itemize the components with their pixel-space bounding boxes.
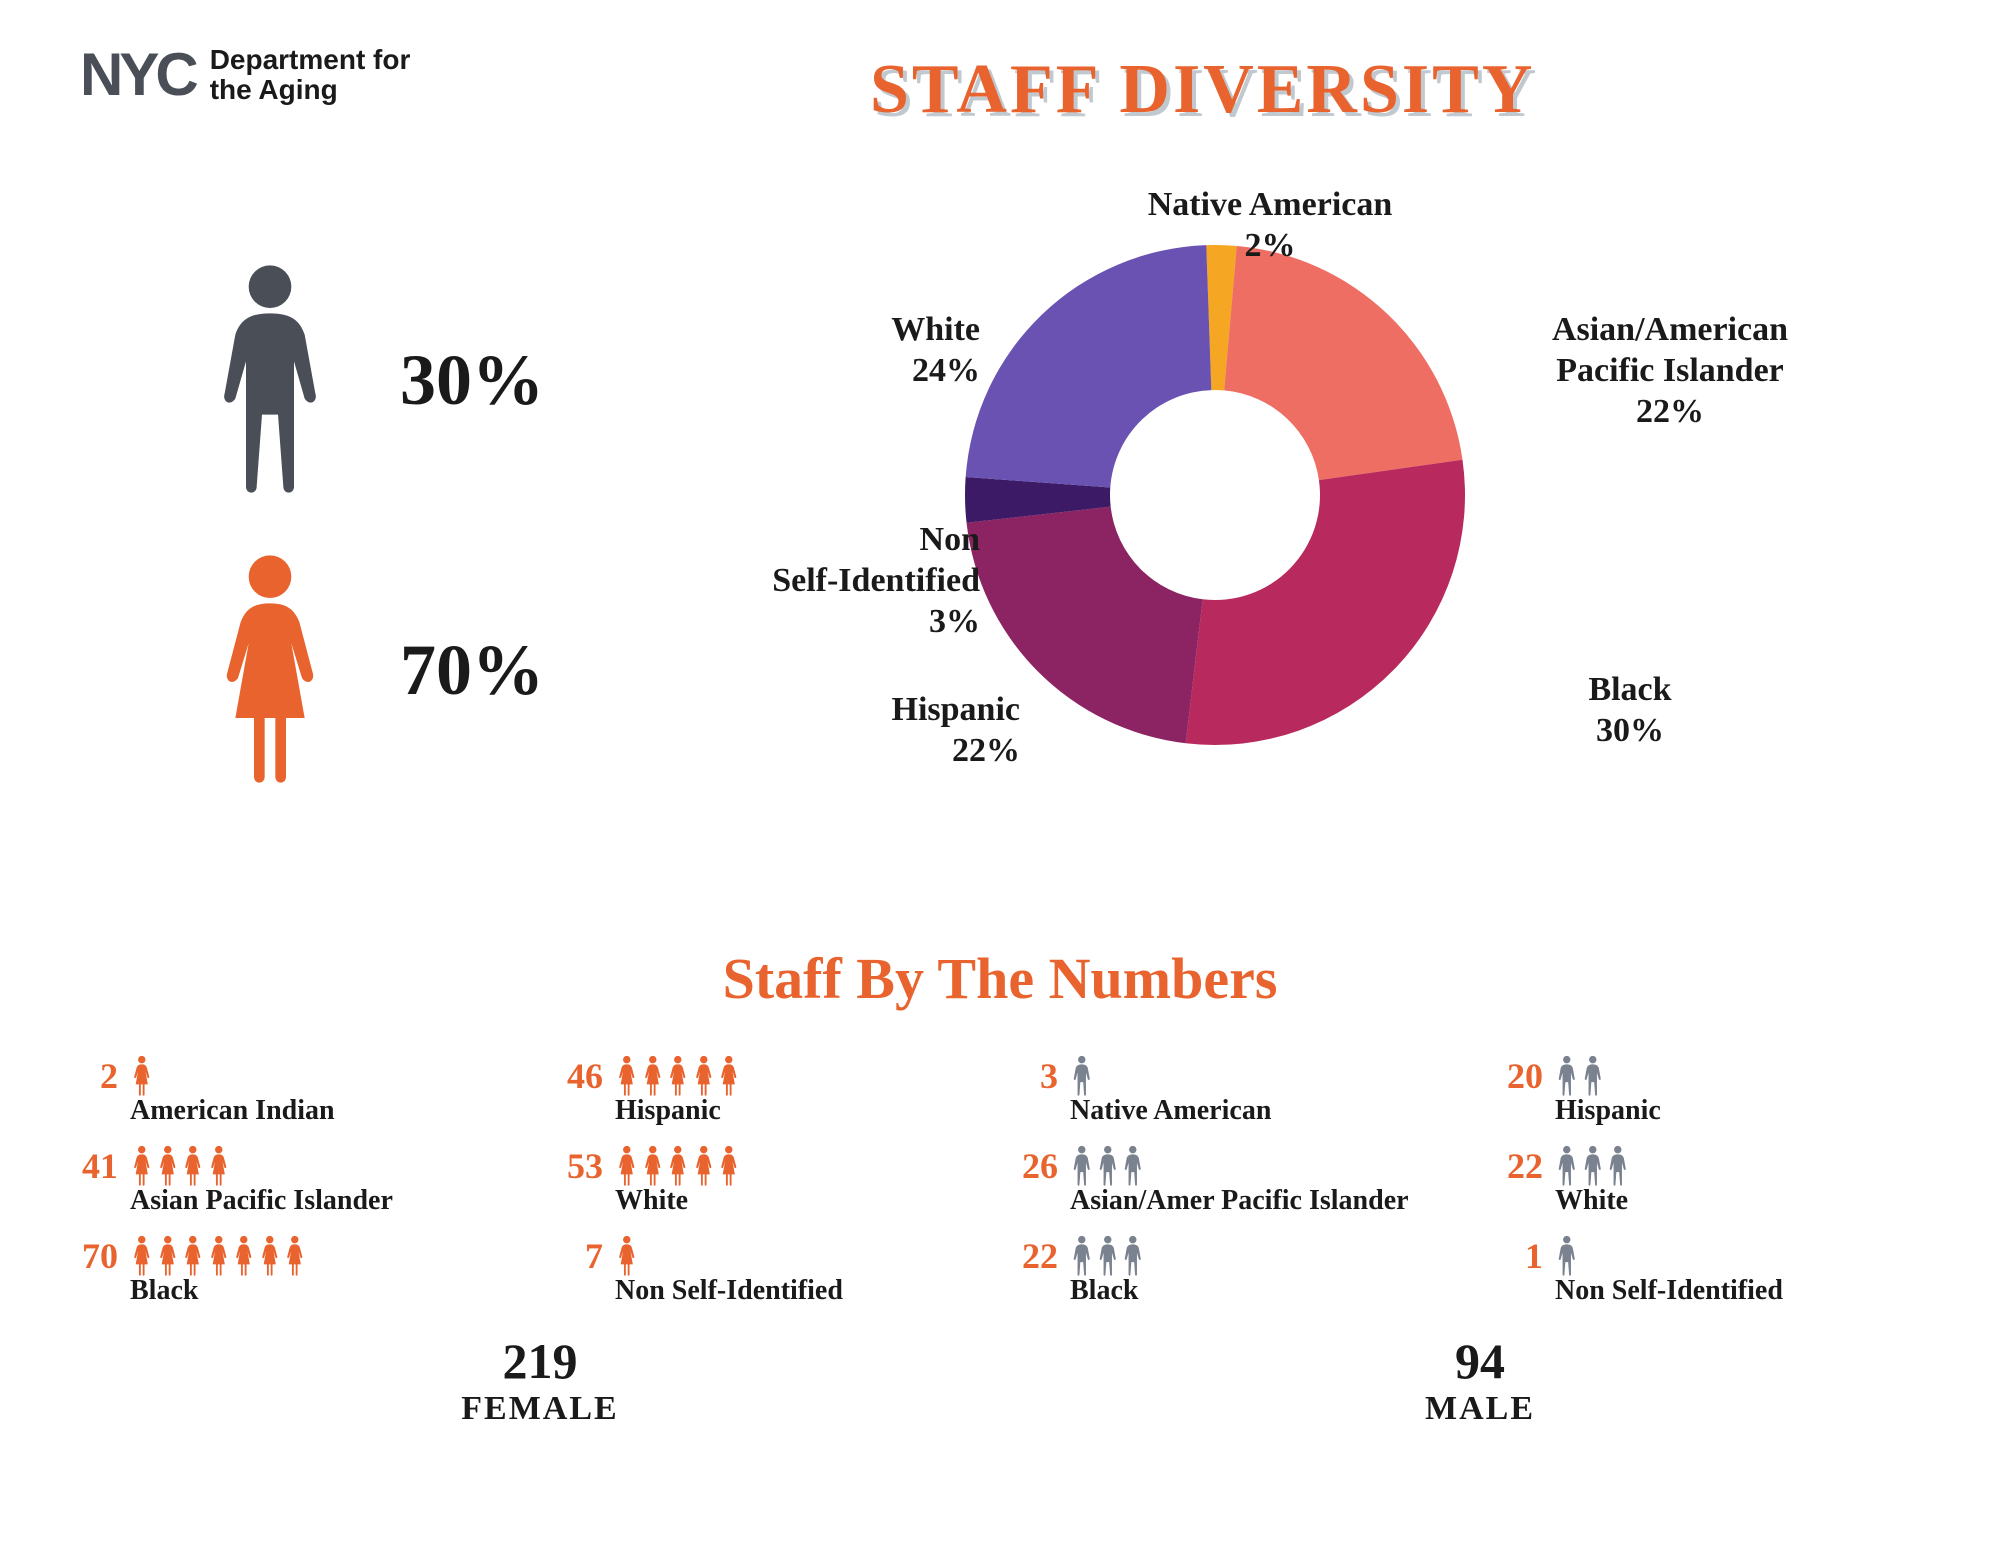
stat-label: Hispanic bbox=[1555, 1095, 1661, 1127]
stat-body: White bbox=[1555, 1145, 1630, 1217]
stat-row: 2 American Indian bbox=[70, 1055, 525, 1127]
gender-summary: 30% 70% bbox=[200, 260, 544, 840]
stat-icons bbox=[1555, 1055, 1661, 1097]
stat-icons bbox=[130, 1145, 393, 1187]
nyc-logo: NYC bbox=[80, 40, 195, 109]
stat-count: 70 bbox=[70, 1235, 118, 1277]
male-subcol-1: 3 Native American 26 Asian/Amer Pacific Isl… bbox=[1010, 1055, 1465, 1307]
stat-label: White bbox=[1555, 1185, 1630, 1217]
donut-label-hispanic: Hispanic 22% bbox=[820, 690, 1020, 772]
stat-icons bbox=[1070, 1235, 1145, 1277]
stat-body: Asian Pacific Islander bbox=[130, 1145, 393, 1217]
female-column: 2 American Indian 41 Asian Pacific Islander… bbox=[70, 1055, 1010, 1428]
stat-count: 53 bbox=[555, 1145, 603, 1187]
donut-slice bbox=[1224, 246, 1462, 480]
stat-body: Asian/Amer Pacific Islander bbox=[1070, 1145, 1409, 1217]
stat-row: 26 Asian/Amer Pacific Islander bbox=[1010, 1145, 1465, 1217]
donut-label-native-american: Native American 2% bbox=[1120, 185, 1420, 267]
stat-count: 1 bbox=[1495, 1235, 1543, 1277]
male-icon bbox=[200, 260, 340, 500]
stat-row: 3 Native American bbox=[1010, 1055, 1465, 1127]
stat-body: Black bbox=[1070, 1235, 1145, 1307]
stat-icons bbox=[1070, 1145, 1409, 1187]
dept-name: Department for the Aging bbox=[210, 45, 411, 104]
donut-label-asian: Asian/American Pacific Islander 22% bbox=[1500, 310, 1840, 432]
stat-row: 22 Black bbox=[1010, 1235, 1465, 1307]
dept-line1: Department for bbox=[210, 45, 411, 74]
stat-label: Black bbox=[1070, 1275, 1145, 1307]
male-summary: 30% bbox=[200, 260, 544, 500]
donut-slice bbox=[966, 245, 1212, 487]
staff-numbers: 2 American Indian 41 Asian Pacific Islander… bbox=[70, 1055, 1950, 1428]
stat-row: 20 Hispanic bbox=[1495, 1055, 1950, 1127]
stat-count: 26 bbox=[1010, 1145, 1058, 1187]
stat-icons bbox=[1555, 1145, 1630, 1187]
stat-row: 22 White bbox=[1495, 1145, 1950, 1217]
stat-label: White bbox=[615, 1185, 741, 1217]
diversity-donut bbox=[940, 220, 1490, 770]
stat-count: 22 bbox=[1010, 1235, 1058, 1277]
female-icon bbox=[200, 550, 340, 790]
stat-row: 70 Black bbox=[70, 1235, 525, 1307]
stat-label: Asian/Amer Pacific Islander bbox=[1070, 1185, 1409, 1217]
stat-label: Black bbox=[130, 1275, 307, 1307]
female-total: 219 FEMALE bbox=[70, 1332, 1010, 1428]
stat-label: Non Self-Identified bbox=[615, 1275, 843, 1307]
subtitle: Staff By The Numbers bbox=[0, 945, 2000, 1012]
stat-count: 20 bbox=[1495, 1055, 1543, 1097]
stat-count: 46 bbox=[555, 1055, 603, 1097]
stat-icons bbox=[1070, 1055, 1271, 1097]
donut-label-white: White 24% bbox=[800, 310, 980, 392]
stat-body: Non Self-Identified bbox=[1555, 1235, 1783, 1307]
stat-body: American Indian bbox=[130, 1055, 335, 1127]
stat-row: 53 White bbox=[555, 1145, 1010, 1217]
stat-icons bbox=[615, 1055, 741, 1097]
female-summary: 70% bbox=[200, 550, 544, 790]
stat-count: 2 bbox=[70, 1055, 118, 1097]
female-subcol-1: 2 American Indian 41 Asian Pacific Islander… bbox=[70, 1055, 525, 1307]
stat-label: Hispanic bbox=[615, 1095, 741, 1127]
stat-row: 41 Asian Pacific Islander bbox=[70, 1145, 525, 1217]
stat-label: American Indian bbox=[130, 1095, 335, 1127]
stat-label: Non Self-Identified bbox=[1555, 1275, 1783, 1307]
stat-body: Native American bbox=[1070, 1055, 1271, 1127]
female-pct: 70% bbox=[400, 629, 544, 712]
stat-icons bbox=[615, 1235, 843, 1277]
stat-label: Asian Pacific Islander bbox=[130, 1185, 393, 1217]
stat-count: 3 bbox=[1010, 1055, 1058, 1097]
stat-icons bbox=[130, 1055, 335, 1097]
stat-count: 41 bbox=[70, 1145, 118, 1187]
stat-row: 46 Hispanic bbox=[555, 1055, 1010, 1127]
male-column: 3 Native American 26 Asian/Amer Pacific Isl… bbox=[1010, 1055, 1950, 1428]
stat-icons bbox=[1555, 1235, 1783, 1277]
stat-label: Native American bbox=[1070, 1095, 1271, 1127]
stat-count: 7 bbox=[555, 1235, 603, 1277]
donut-slice bbox=[1186, 460, 1465, 745]
stat-count: 22 bbox=[1495, 1145, 1543, 1187]
donut-label-black: Black 30% bbox=[1530, 670, 1730, 752]
stat-row: 1 Non Self-Identified bbox=[1495, 1235, 1950, 1307]
main-title: STAFF DIVERSITY bbox=[870, 50, 1535, 130]
stat-row: 7 Non Self-Identified bbox=[555, 1235, 1010, 1307]
stat-body: Hispanic bbox=[615, 1055, 741, 1127]
header: NYC Department for the Aging bbox=[80, 40, 410, 109]
donut-label-nonself: Non Self-Identified 3% bbox=[720, 520, 980, 642]
stat-body: White bbox=[615, 1145, 741, 1217]
stat-body: Black bbox=[130, 1235, 307, 1307]
stat-body: Hispanic bbox=[1555, 1055, 1661, 1127]
female-subcol-2: 46 Hispanic 53 White 7 Non Self-Identified bbox=[555, 1055, 1010, 1307]
male-total: 94 MALE bbox=[1010, 1332, 1950, 1428]
stat-body: Non Self-Identified bbox=[615, 1235, 843, 1307]
stat-icons bbox=[615, 1145, 741, 1187]
stat-icons bbox=[130, 1235, 307, 1277]
male-subcol-2: 20 Hispanic 22 White 1 Non Self-Identified bbox=[1495, 1055, 1950, 1307]
male-pct: 30% bbox=[400, 339, 544, 422]
donut-svg bbox=[940, 220, 1490, 770]
dept-line2: the Aging bbox=[210, 75, 411, 104]
